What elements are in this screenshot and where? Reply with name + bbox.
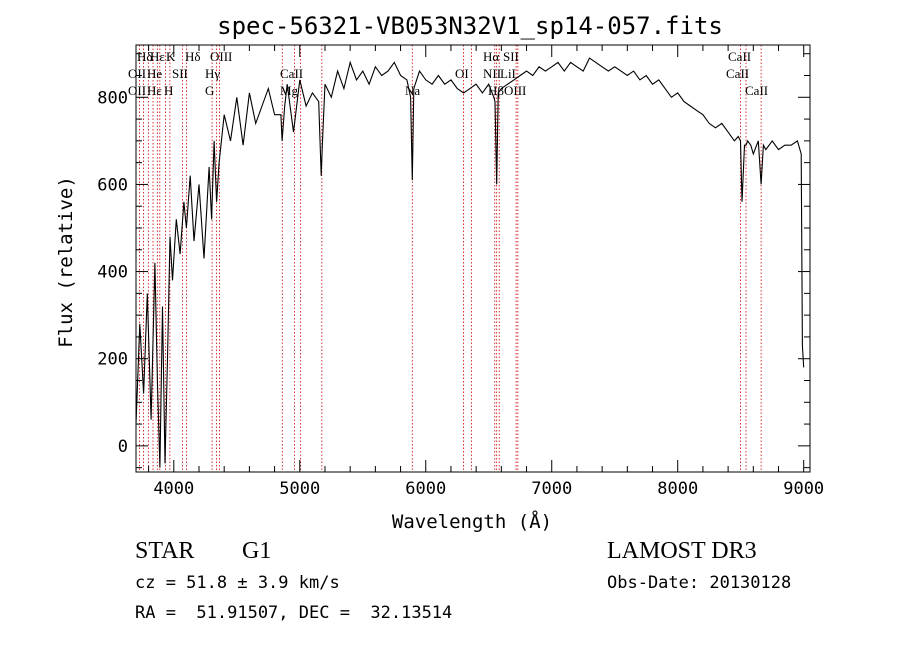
line-label: CaII bbox=[280, 66, 303, 81]
y-axis-label: Flux (relative) bbox=[55, 176, 77, 348]
line-label: NII bbox=[483, 66, 501, 81]
line-label: Mg bbox=[280, 83, 299, 98]
line-label: Hδ bbox=[185, 49, 201, 64]
y-tick-label: 200 bbox=[97, 350, 128, 370]
y-tick-label: 600 bbox=[97, 175, 128, 195]
object-subclass: G1 bbox=[242, 538, 272, 564]
line-label: H bbox=[164, 83, 173, 98]
x-axis-label: Wavelength (Å) bbox=[392, 510, 552, 533]
line-label: Hε bbox=[150, 49, 165, 64]
line-label: He bbox=[147, 66, 162, 81]
x-tick-label: 5000 bbox=[279, 479, 320, 499]
line-label: CaII bbox=[726, 66, 749, 81]
observation-date: Obs-Date: 20130128 bbox=[607, 573, 792, 593]
y-tick-label: 400 bbox=[97, 263, 128, 283]
line-label: K bbox=[166, 49, 176, 64]
line-label: Hα bbox=[483, 49, 499, 64]
y-tick-label: 0 bbox=[118, 437, 128, 457]
x-tick-label: 6000 bbox=[405, 479, 446, 499]
line-label: LiI bbox=[500, 66, 516, 81]
redshift-velocity: cz = 51.8 ± 3.9 km/s bbox=[135, 573, 340, 593]
y-tick-label: 800 bbox=[97, 88, 128, 108]
line-label: Na bbox=[405, 83, 420, 98]
line-label: SII bbox=[172, 66, 188, 81]
chart-title: spec-56321-VB053N32V1_sp14-057.fits bbox=[217, 12, 723, 40]
line-label: OI bbox=[455, 66, 469, 81]
x-tick-label: 9000 bbox=[783, 479, 824, 499]
x-tick-label: 7000 bbox=[531, 479, 572, 499]
line-label: SII bbox=[503, 49, 519, 64]
line-label: G bbox=[205, 83, 214, 98]
object-class: STAR bbox=[135, 538, 195, 564]
line-label: Hε bbox=[147, 83, 162, 98]
line-label: OIII bbox=[210, 49, 232, 64]
line-label: CaII bbox=[745, 83, 768, 98]
survey-name: LAMOST DR3 bbox=[607, 538, 757, 564]
spectrum-line bbox=[135, 57, 805, 468]
line-label: Hδ bbox=[137, 49, 153, 64]
axis-ticks: 4000 5000 6000 7000 8000 9000 0 200 400 600 800 bbox=[97, 45, 824, 499]
spectral-line-markers bbox=[139, 45, 762, 472]
line-label: Hβ bbox=[488, 83, 504, 98]
plot-frame bbox=[135, 44, 811, 473]
line-label: OIII bbox=[504, 83, 526, 98]
line-label: OII bbox=[128, 83, 146, 98]
line-label: Hγ bbox=[205, 66, 220, 81]
x-tick-label: 8000 bbox=[657, 479, 698, 499]
coordinates: RA = 51.91507, DEC = 32.13514 bbox=[135, 603, 453, 623]
line-label: OII bbox=[128, 66, 146, 81]
x-tick-label: 4000 bbox=[153, 479, 194, 499]
line-label: CaII bbox=[728, 49, 751, 64]
